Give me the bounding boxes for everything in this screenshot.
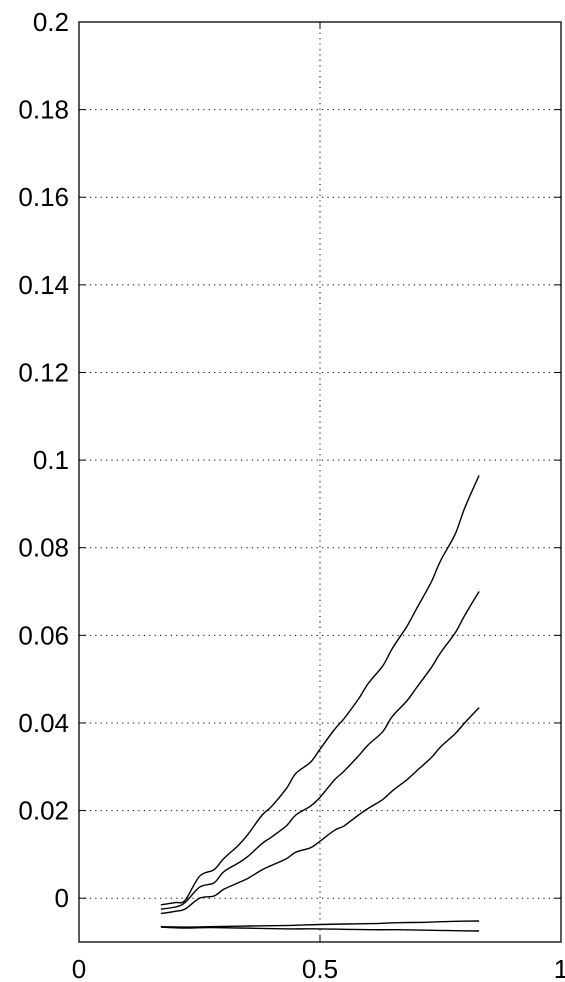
y-tick-label: 0.1 [33,445,69,475]
y-tick-label: 0.06 [18,620,69,650]
y-tick-label: 0.02 [18,796,69,826]
y-tick-label: 0.18 [18,95,69,125]
series-line-2 [160,591,480,910]
x-tick-label: 0.5 [302,954,338,982]
x-tick-label: 0 [72,954,86,982]
grid [79,22,561,942]
y-tick-label: 0.2 [33,7,69,37]
x-tick-label: 1 [554,954,565,982]
y-tick-label: 0 [55,883,69,913]
ticks [78,21,562,942]
y-tick-label: 0.12 [18,357,69,387]
y-tick-label: 0.14 [18,270,69,300]
y-tick-label: 0.08 [18,533,69,563]
series-line-4 [160,920,480,928]
y-tick-labels: 0 0.02 0.04 0.06 0.08 0.1 0.12 0.14 0.16 0.18 0.2 [18,7,69,913]
series-line-3 [160,707,480,915]
series-line-1 [160,475,480,906]
series-group [160,475,480,932]
series-line-5 [160,926,480,932]
y-tick-label: 0.16 [18,182,69,212]
y-tick-label: 0.04 [18,708,69,738]
x-tick-labels: 0 0.5 1 [72,954,565,982]
